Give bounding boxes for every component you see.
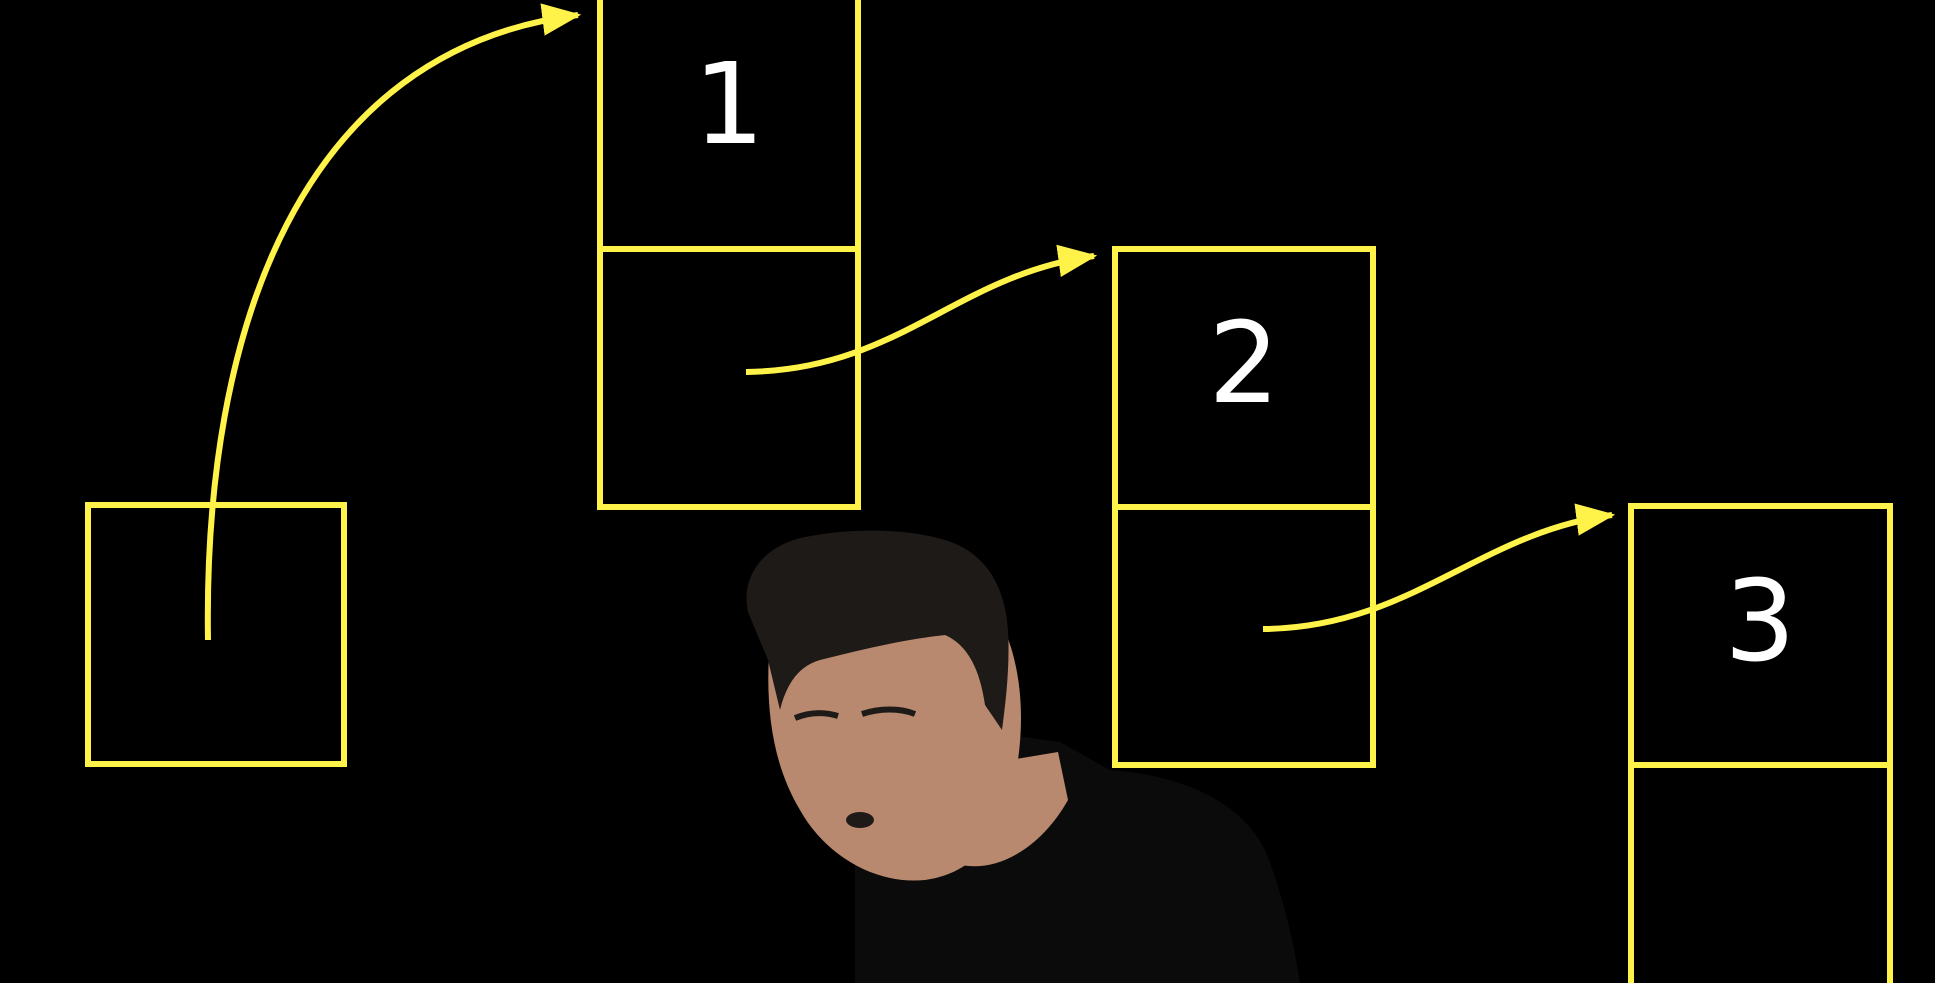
head-pointer-box bbox=[85, 502, 347, 767]
presenter-mouth bbox=[846, 812, 874, 828]
node-1-next-cell bbox=[597, 246, 861, 510]
presenter-person-icon bbox=[746, 530, 1300, 983]
presenter-eyebrow-left bbox=[793, 710, 839, 721]
node-1-label: 1 bbox=[693, 40, 764, 170]
presenter-collar bbox=[920, 815, 1090, 917]
list-node-3: 3 bbox=[1628, 503, 1893, 983]
presenter-eyebrow-right bbox=[861, 706, 917, 717]
node-2-next-cell bbox=[1112, 504, 1376, 768]
node-2-next-arrow bbox=[1262, 503, 1616, 632]
node-3-label: 3 bbox=[1724, 557, 1795, 687]
list-node-1: 1 bbox=[597, 0, 861, 510]
list-node-2: 2 bbox=[1112, 246, 1376, 768]
presenter-hair bbox=[746, 530, 1009, 730]
node-1-next-arrow bbox=[745, 244, 1098, 375]
node-3-next-cell bbox=[1628, 762, 1893, 983]
node-2-label: 2 bbox=[1208, 299, 1279, 429]
presenter-face bbox=[768, 598, 1021, 881]
head-pointer-arrow bbox=[204, 3, 582, 641]
